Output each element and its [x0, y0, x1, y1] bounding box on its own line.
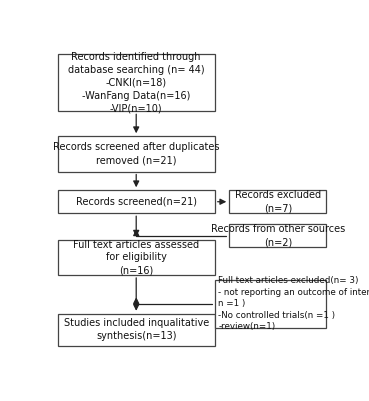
- Bar: [58, 239, 215, 275]
- Text: Full text articles excluded(n= 3)
- not reporting an outcome of interest (
n =1 : Full text articles excluded(n= 3) - not …: [218, 276, 369, 331]
- Bar: [229, 224, 327, 247]
- Bar: [215, 280, 327, 328]
- Text: Records screened after duplicates
removed (n=21): Records screened after duplicates remove…: [53, 142, 220, 165]
- Bar: [58, 54, 215, 111]
- Bar: [58, 314, 215, 346]
- Text: Studies included inqualitative
synthesis(n=13): Studies included inqualitative synthesis…: [63, 318, 209, 341]
- Text: Records identified through
database searching (n= 44)
-CNKI(n=18)
-WanFang Data(: Records identified through database sear…: [68, 52, 204, 113]
- Bar: [58, 190, 215, 213]
- Text: Full text articles assessed
for eligibility
(n=16): Full text articles assessed for eligibil…: [73, 239, 199, 275]
- Bar: [229, 190, 327, 213]
- Text: Records screened(n=21): Records screened(n=21): [76, 197, 197, 207]
- Bar: [58, 136, 215, 172]
- Text: Records from other sources
(n=2): Records from other sources (n=2): [211, 224, 345, 247]
- Text: Records excluded
(n=7): Records excluded (n=7): [235, 190, 321, 213]
